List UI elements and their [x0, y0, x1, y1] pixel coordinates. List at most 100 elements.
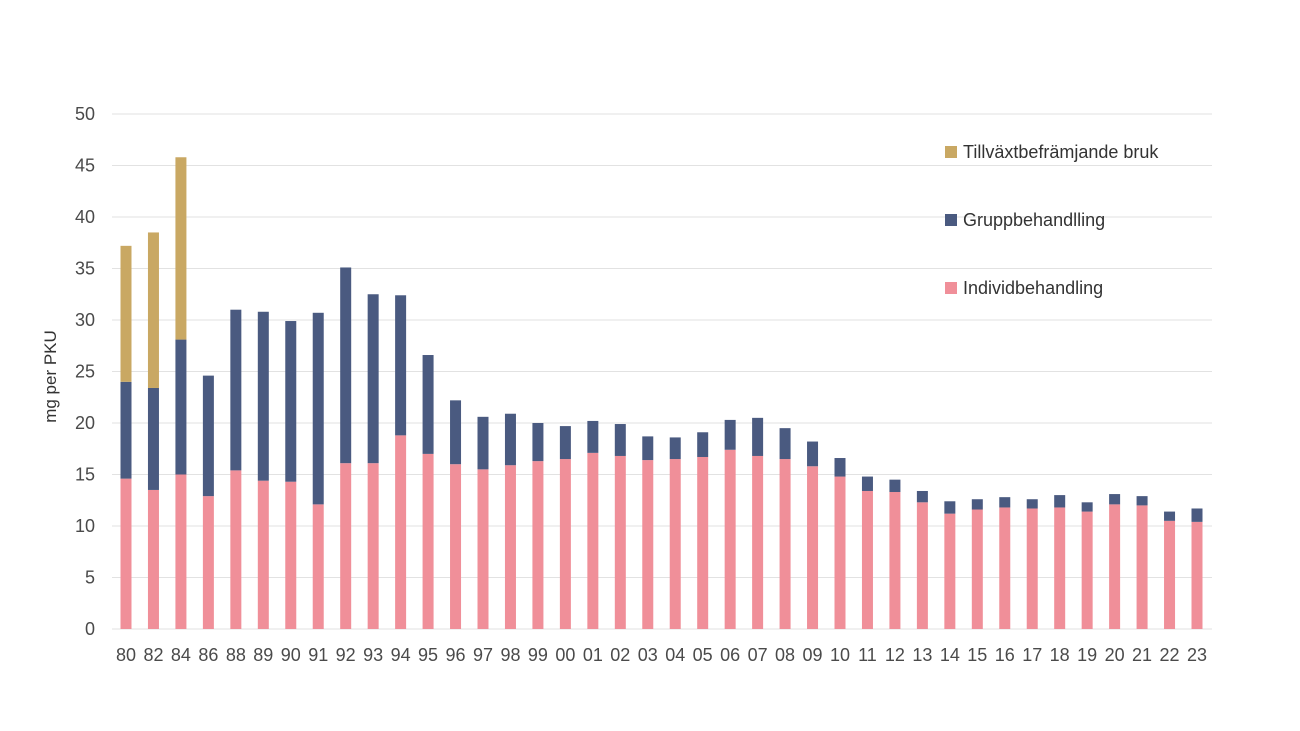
bar-segment-individbehandling — [1026, 508, 1038, 629]
legend-swatch — [945, 282, 957, 294]
bar-segment-individbehandling — [697, 456, 709, 629]
bar-segment-individbehandling — [834, 476, 846, 629]
bar-segment-gruppbehandlling — [395, 295, 407, 436]
bar-segment-individbehandling — [944, 513, 956, 629]
bar-segment-gruppbehandlling — [312, 312, 324, 505]
legend-swatch — [945, 146, 957, 158]
bar-segment-gruppbehandlling — [1054, 495, 1066, 508]
bar-segment-gruppbehandlling — [834, 458, 846, 477]
x-tick-label: 02 — [610, 645, 630, 665]
x-tick-label: 93 — [363, 645, 383, 665]
y-axis-label: mg per PKU — [41, 330, 60, 423]
x-tick-label: 06 — [720, 645, 740, 665]
y-axis-ticks: 0 5 10 15 20 25 30 35 40 45 50 — [75, 104, 95, 639]
bar-segment-individbehandling — [724, 449, 736, 629]
x-tick-label: 91 — [308, 645, 328, 665]
x-tick-label: 82 — [143, 645, 163, 665]
bar-segment-gruppbehandlling — [230, 309, 242, 471]
x-tick-label: 90 — [281, 645, 301, 665]
bar-segment-gruppbehandlling — [779, 428, 791, 460]
bar-segment-gruppbehandlling — [1026, 499, 1038, 509]
bar-segment-gruppbehandlling — [257, 311, 269, 481]
bar-segment-gruppbehandlling — [422, 355, 434, 454]
x-tick-label: 80 — [116, 645, 136, 665]
bar-segment-individbehandling — [175, 474, 187, 629]
bar-segment-individbehandling — [395, 435, 407, 629]
bar-segment-individbehandling — [285, 481, 297, 629]
bar-segment-gruppbehandlling — [614, 424, 626, 456]
bar-segment-individbehandling — [669, 459, 681, 629]
y-tick-label: 50 — [75, 104, 95, 124]
bar-segment-individbehandling — [422, 453, 434, 629]
legend-label: Individbehandling — [963, 278, 1103, 298]
x-tick-label: 21 — [1132, 645, 1152, 665]
bar-segment-gruppbehandlling — [889, 479, 901, 493]
x-tick-label: 09 — [803, 645, 823, 665]
bar-segment-gruppbehandlling — [999, 497, 1011, 508]
x-tick-label: 13 — [912, 645, 932, 665]
x-tick-label: 23 — [1187, 645, 1207, 665]
legend: Tillväxtbefrämjande bruk Gruppbehandlling… — [945, 142, 1159, 298]
bar-segment-individbehandling — [1109, 504, 1121, 629]
bar-segment-individbehandling — [752, 455, 764, 629]
bar-segment-gruppbehandlling — [724, 419, 736, 450]
bar-segment-gruppbehandlling — [202, 375, 214, 497]
y-tick-label: 10 — [75, 516, 95, 536]
bar-segment-gruppbehandlling — [807, 441, 819, 467]
bars — [120, 157, 1203, 629]
bar-segment-individbehandling — [147, 489, 159, 629]
x-tick-label: 94 — [391, 645, 411, 665]
bar-segment-individbehandling — [230, 470, 242, 629]
bar-segment-individbehandling — [257, 480, 269, 629]
legend-label: Tillväxtbefrämjande bruk — [963, 142, 1159, 162]
bar-segment-gruppbehandlling — [861, 476, 873, 491]
x-tick-label: 01 — [583, 645, 603, 665]
gridlines — [112, 113, 1212, 630]
x-tick-label: 88 — [226, 645, 246, 665]
x-tick-label: 20 — [1105, 645, 1125, 665]
bar-segment-tillv-xtbefr-mjande-bruk — [147, 232, 159, 388]
y-tick-label: 5 — [85, 568, 95, 588]
bar-segment-individbehandling — [532, 461, 544, 629]
bar-segment-individbehandling — [807, 466, 819, 629]
bar-segment-individbehandling — [1054, 507, 1066, 629]
x-tick-label: 04 — [665, 645, 685, 665]
bar-segment-gruppbehandlling — [450, 400, 462, 465]
bar-segment-gruppbehandlling — [1164, 511, 1176, 521]
bar-segment-individbehandling — [1164, 520, 1176, 629]
y-tick-label: 35 — [75, 259, 95, 279]
bar-segment-gruppbehandlling — [285, 321, 297, 482]
x-tick-label: 16 — [995, 645, 1015, 665]
bar-segment-individbehandling — [971, 509, 983, 629]
x-tick-label: 07 — [748, 645, 768, 665]
bar-segment-gruppbehandlling — [1191, 508, 1203, 522]
bar-segment-gruppbehandlling — [367, 294, 379, 464]
bar-segment-gruppbehandlling — [175, 339, 187, 475]
x-tick-label: 15 — [967, 645, 987, 665]
bar-segment-individbehandling — [340, 463, 352, 629]
x-tick-label: 89 — [253, 645, 273, 665]
x-tick-label: 05 — [693, 645, 713, 665]
x-tick-label: 17 — [1022, 645, 1042, 665]
x-tick-label: 99 — [528, 645, 548, 665]
x-tick-label: 22 — [1160, 645, 1180, 665]
y-tick-label: 25 — [75, 362, 95, 382]
x-tick-label: 96 — [446, 645, 466, 665]
bar-segment-individbehandling — [1136, 505, 1148, 629]
bar-segment-gruppbehandlling — [477, 416, 489, 470]
bar-segment-tillv-xtbefr-mjande-bruk — [175, 157, 187, 340]
bar-segment-individbehandling — [477, 469, 489, 629]
x-axis-ticks: 80 82 84 86 88 89 90 91 92 93 94 95 96 97 98 99 00 01 02 03… — [116, 645, 1207, 665]
bar-segment-gruppbehandlling — [642, 436, 654, 461]
bar-segment-individbehandling — [999, 507, 1011, 629]
bar-segment-individbehandling — [614, 455, 626, 629]
bar-segment-gruppbehandlling — [559, 426, 571, 460]
x-tick-label: 98 — [500, 645, 520, 665]
bar-segment-individbehandling — [587, 452, 599, 629]
x-tick-label: 00 — [555, 645, 575, 665]
y-tick-label: 20 — [75, 413, 95, 433]
x-tick-label: 18 — [1050, 645, 1070, 665]
legend-swatch — [945, 214, 957, 226]
